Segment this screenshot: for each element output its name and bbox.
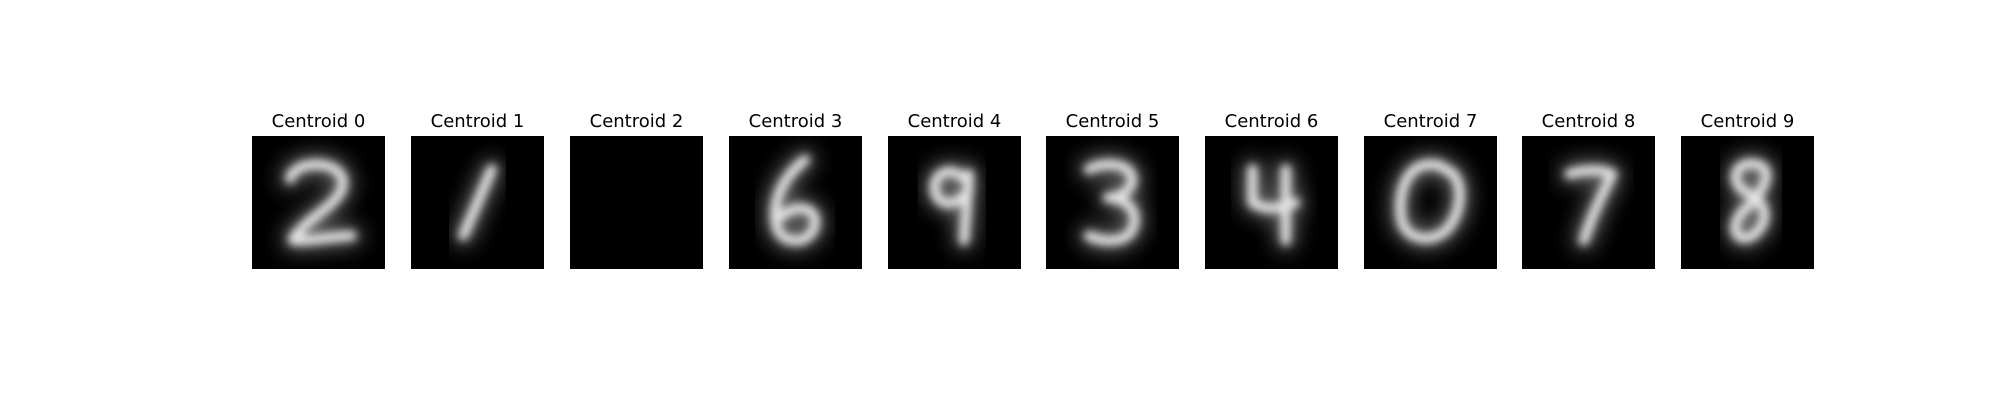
digit-stroke xyxy=(458,164,497,241)
centroid-image xyxy=(1364,136,1497,269)
digit-centroid-graphic xyxy=(570,136,703,269)
panel-title: Centroid 5 xyxy=(1065,111,1160,132)
digit-stroke xyxy=(1247,164,1300,246)
digit-stroke xyxy=(285,159,357,246)
digit-centroid-graphic xyxy=(1522,136,1655,269)
centroid-image xyxy=(1522,136,1655,269)
digit-centroid-graphic xyxy=(1046,136,1179,269)
panel-title: Centroid 7 xyxy=(1383,111,1478,132)
panel-title: Centroid 2 xyxy=(589,111,684,132)
panel-title: Centroid 3 xyxy=(748,111,843,132)
centroid-image xyxy=(888,136,1021,269)
centroid-image xyxy=(252,136,385,269)
digit-centroid-graphic xyxy=(1364,136,1497,269)
centroid-image xyxy=(1205,136,1338,269)
digit-centroid-graphic xyxy=(1681,136,1814,269)
panel-title: Centroid 6 xyxy=(1224,111,1319,132)
panel-title: Centroid 8 xyxy=(1541,111,1636,132)
digit-stroke xyxy=(930,167,974,246)
digit-centroid-graphic xyxy=(1205,136,1338,269)
panel-title: Centroid 0 xyxy=(271,111,366,132)
digit-centroid-graphic xyxy=(888,136,1021,269)
centroid-image xyxy=(1046,136,1179,269)
digit-centroid-graphic xyxy=(252,136,385,269)
digit-stroke xyxy=(1730,159,1771,243)
digit-centroid-graphic xyxy=(411,136,544,269)
digit-stroke xyxy=(770,155,820,246)
centroid-image xyxy=(729,136,862,269)
centroid-image xyxy=(570,136,703,269)
panel-title: Centroid 9 xyxy=(1700,111,1795,132)
panel-title: Centroid 1 xyxy=(430,111,525,132)
centroid-image xyxy=(411,136,544,269)
centroid-image xyxy=(1681,136,1814,269)
panel-title: Centroid 4 xyxy=(907,111,1002,132)
digit-stroke xyxy=(1395,159,1465,244)
digit-centroid-graphic xyxy=(729,136,862,269)
digit-stroke xyxy=(1084,159,1140,246)
digit-stroke xyxy=(1564,165,1617,246)
